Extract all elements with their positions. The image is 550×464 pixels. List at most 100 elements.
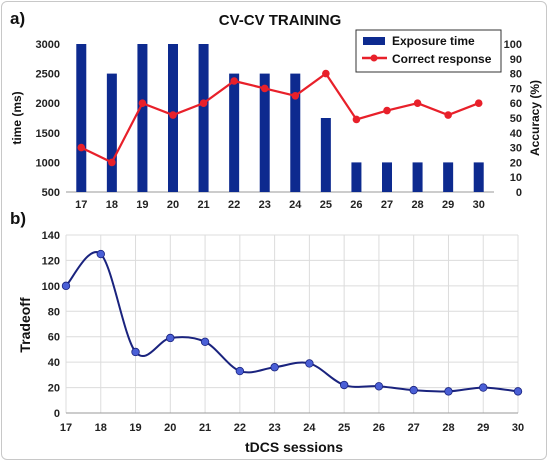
panel-b-ytick-5: 100: [42, 281, 60, 293]
panel-b-xlabel: tDCS sessions: [245, 439, 343, 455]
panel-b-xtick-12: 29: [477, 422, 489, 434]
panel-a-ytick-5: 3000: [36, 39, 60, 51]
panel-b-xtick-1: 18: [95, 422, 107, 434]
point-correct-28: [413, 99, 422, 107]
panel-b-label: b): [10, 209, 26, 228]
point-correct-18: [108, 158, 116, 167]
panel-a-title: CV-CV TRAINING: [219, 12, 342, 29]
point-correct-23: [260, 84, 269, 93]
point-tradeoff-23: [270, 363, 279, 372]
bar-exposure-25: [320, 118, 331, 192]
panel-a-xtick-5: 22: [228, 199, 240, 211]
bar-exposure-26: [351, 162, 362, 192]
panel-b-ytick-2: 40: [48, 357, 60, 369]
point-tradeoff-24: [305, 359, 314, 368]
bar-exposure-18: [106, 73, 117, 192]
panel-a-ytick-right-7: 70: [510, 83, 522, 95]
panel-a-xtick-8: 25: [320, 199, 332, 211]
point-tradeoff-25: [339, 380, 349, 390]
point-correct-29: [444, 111, 452, 119]
panel-b-xtick-11: 28: [442, 422, 454, 434]
point-tradeoff-26: [374, 382, 384, 391]
bar-exposure-28: [412, 162, 423, 192]
panel-a-xtick-7: 24: [289, 199, 302, 211]
point-correct-25: [322, 69, 330, 78]
panel-a-xtick-13: 30: [473, 199, 485, 211]
point-correct-26: [352, 115, 361, 124]
panel-a-ytick-4: 2500: [36, 69, 60, 81]
legend-label-exposure: Exposure time: [392, 34, 475, 48]
point-tradeoff-28: [444, 387, 453, 396]
panel-b-xtick-6: 23: [268, 422, 280, 434]
panel-a-xtick-4: 21: [197, 199, 209, 211]
point-tradeoff-20: [166, 333, 175, 343]
panel-a-xtick-3: 20: [167, 199, 179, 211]
panel-b-xtick-5: 22: [234, 422, 246, 434]
point-correct-21: [199, 99, 208, 107]
legend-label-correct: Correct response: [392, 52, 492, 66]
panel-b-ytick-0: 0: [54, 408, 60, 420]
point-tradeoff-17: [61, 281, 71, 291]
panel-a-xtick-1: 18: [106, 199, 118, 211]
panel-a-xtick-0: 17: [75, 199, 87, 211]
panel-a-ytick-1: 1000: [36, 157, 60, 169]
bar-exposure-29: [443, 162, 454, 192]
panel-a-ytick-right-0: 0: [516, 187, 522, 199]
point-tradeoff-21: [200, 337, 210, 346]
panel-b-xtick-9: 26: [373, 422, 385, 434]
bar-exposure-17: [76, 44, 87, 192]
panel-b-xtick-13: 30: [512, 422, 524, 434]
panel-a-ytick-right-1: 10: [510, 172, 522, 184]
bar-exposure-22: [229, 73, 240, 192]
legend-swatch-correct-marker: [370, 54, 378, 62]
panel-b-xtick-7: 24: [303, 422, 316, 434]
panel-a-ylabel: time (ms): [10, 91, 24, 144]
line-tradeoff: [65, 251, 519, 393]
bar-exposure-27: [382, 162, 392, 192]
panel-b-xtick-4: 21: [199, 422, 211, 434]
point-correct-19: [138, 99, 147, 107]
bar-exposure-30: [473, 162, 484, 192]
panel-a-ytick-right-9: 90: [510, 54, 522, 66]
panel-b-xtick-0: 17: [60, 422, 72, 434]
point-tradeoff-18: [96, 249, 105, 259]
panel-a-ytick-right-2: 20: [510, 157, 522, 169]
panel-b-xtick-3: 20: [164, 422, 176, 434]
panel-a-ytick-right-5: 50: [510, 113, 522, 125]
panel-a-xtick-10: 27: [381, 199, 393, 211]
panel-a-ytick-3: 2000: [36, 98, 60, 110]
point-tradeoff-30: [513, 387, 523, 396]
panel-b-axes: 0 20 40 60 80 100 120 140 17 18 19 20 21 22 23 24 25 26 27…: [42, 230, 524, 434]
point-tradeoff-19: [131, 347, 140, 357]
panel-a-xtick-12: 29: [442, 199, 454, 211]
panel-a-line: [77, 69, 483, 167]
bar-exposure-21: [198, 44, 209, 192]
legend-swatch-exposure: [363, 37, 385, 45]
bar-exposure-23: [259, 73, 270, 192]
panel-a-xtick-2: 19: [136, 199, 148, 211]
panel-a-xtick-11: 28: [411, 199, 423, 211]
bar-exposure-24: [290, 73, 301, 192]
panel-a-ytick-right-4: 40: [510, 128, 522, 140]
panel-b-ylabel: Tradeoff: [17, 297, 33, 353]
panel-a-ytick-2: 1500: [36, 128, 60, 140]
point-correct-20: [169, 111, 177, 119]
panel-a-ytick-right-8: 80: [510, 69, 522, 81]
point-tradeoff-27: [409, 385, 418, 395]
point-tradeoff-22: [235, 366, 245, 376]
point-correct-24: [291, 92, 300, 100]
panel-a-ytick-right-3: 30: [510, 143, 522, 155]
panel-b-ytick-3: 60: [48, 332, 60, 344]
point-correct-17: [77, 143, 86, 152]
panel-a-ytick-right-10: 100: [504, 39, 522, 51]
panel-a-bars: [76, 44, 484, 192]
panel-a-xtick-9: 26: [350, 199, 362, 211]
panel-a-axes: 500 1000 1500 2000 2500 3000 0 10 20 30 40 50 60 70 80…: [36, 39, 522, 211]
line-correct-response: [80, 72, 480, 164]
point-correct-22: [230, 77, 238, 85]
panel-a-ytick-0: 500: [42, 187, 60, 199]
panel-b-ytick-7: 140: [42, 230, 60, 242]
panel-b-ytick-1: 20: [48, 383, 60, 395]
